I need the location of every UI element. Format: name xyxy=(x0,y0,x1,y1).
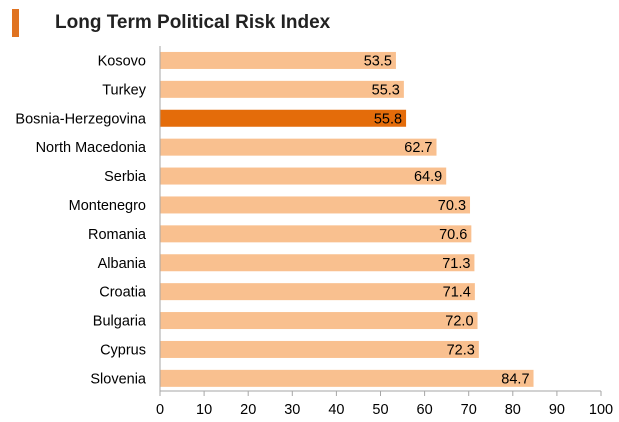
value-label-cyprus: 72.3 xyxy=(447,342,475,358)
value-label-montenegro: 70.3 xyxy=(438,198,466,214)
x-tick-label: 90 xyxy=(549,402,565,418)
value-label-slovenia: 84.7 xyxy=(501,371,529,387)
chart-title: Long Term Political Risk Index xyxy=(55,12,331,33)
category-label-north-macedonia: North Macedonia xyxy=(36,140,147,156)
labels-layer: Kosovo 53.5 Turkey 55.3 Bosnia-Herzegovina 55… xyxy=(15,53,613,418)
category-label-bulgaria: Bulgaria xyxy=(93,314,147,330)
x-tick-label: 10 xyxy=(196,402,212,418)
value-label-bulgaria: 72.0 xyxy=(445,314,473,330)
bar-bulgaria xyxy=(160,312,478,330)
x-tick-label: 100 xyxy=(589,402,613,418)
x-tick-label: 50 xyxy=(372,402,388,418)
category-label-albania: Albania xyxy=(98,256,147,272)
x-tick-label: 60 xyxy=(417,402,433,418)
chart-title-block: Long Term Political Risk Index xyxy=(12,8,330,38)
value-label-croatia: 71.4 xyxy=(443,285,471,301)
bar-croatia xyxy=(160,283,475,301)
value-label-bosnia-herzegovina: 55.8 xyxy=(374,111,402,127)
value-label-romania: 70.6 xyxy=(439,227,467,243)
bar-albania xyxy=(160,254,475,272)
category-label-kosovo: Kosovo xyxy=(98,53,146,69)
value-label-kosovo: 53.5 xyxy=(364,53,392,69)
bar-romania xyxy=(160,225,472,243)
bar-serbia xyxy=(160,167,447,185)
value-label-albania: 71.3 xyxy=(442,256,470,272)
bar-bosnia-herzegovina xyxy=(160,109,407,127)
x-tick-label: 0 xyxy=(156,402,164,418)
category-label-serbia: Serbia xyxy=(104,169,147,185)
x-tick-label: 20 xyxy=(240,402,256,418)
title-accent-bar xyxy=(12,9,19,37)
bar-kosovo xyxy=(160,51,396,69)
category-label-montenegro: Montenegro xyxy=(69,198,146,214)
category-label-turkey: Turkey xyxy=(102,82,147,98)
x-tick-label: 70 xyxy=(461,402,477,418)
x-tick-label: 40 xyxy=(328,402,344,418)
category-label-bosnia-herzegovina: Bosnia-Herzegovina xyxy=(15,111,147,127)
value-label-serbia: 64.9 xyxy=(414,169,442,185)
bar-turkey xyxy=(160,80,404,98)
value-label-turkey: 55.3 xyxy=(372,82,400,98)
bar-cyprus xyxy=(160,340,479,358)
bar-montenegro xyxy=(160,196,471,214)
bar-slovenia xyxy=(160,369,534,387)
category-label-slovenia: Slovenia xyxy=(90,371,147,387)
value-label-north-macedonia: 62.7 xyxy=(404,140,432,156)
x-tick-label: 80 xyxy=(505,402,521,418)
bar-north-macedonia xyxy=(160,138,437,156)
bars-layer xyxy=(160,51,534,387)
x-tick-label: 30 xyxy=(284,402,300,418)
category-label-romania: Romania xyxy=(88,227,147,243)
category-label-cyprus: Cyprus xyxy=(100,342,146,358)
category-label-croatia: Croatia xyxy=(99,285,147,301)
axis-layer xyxy=(159,46,602,396)
